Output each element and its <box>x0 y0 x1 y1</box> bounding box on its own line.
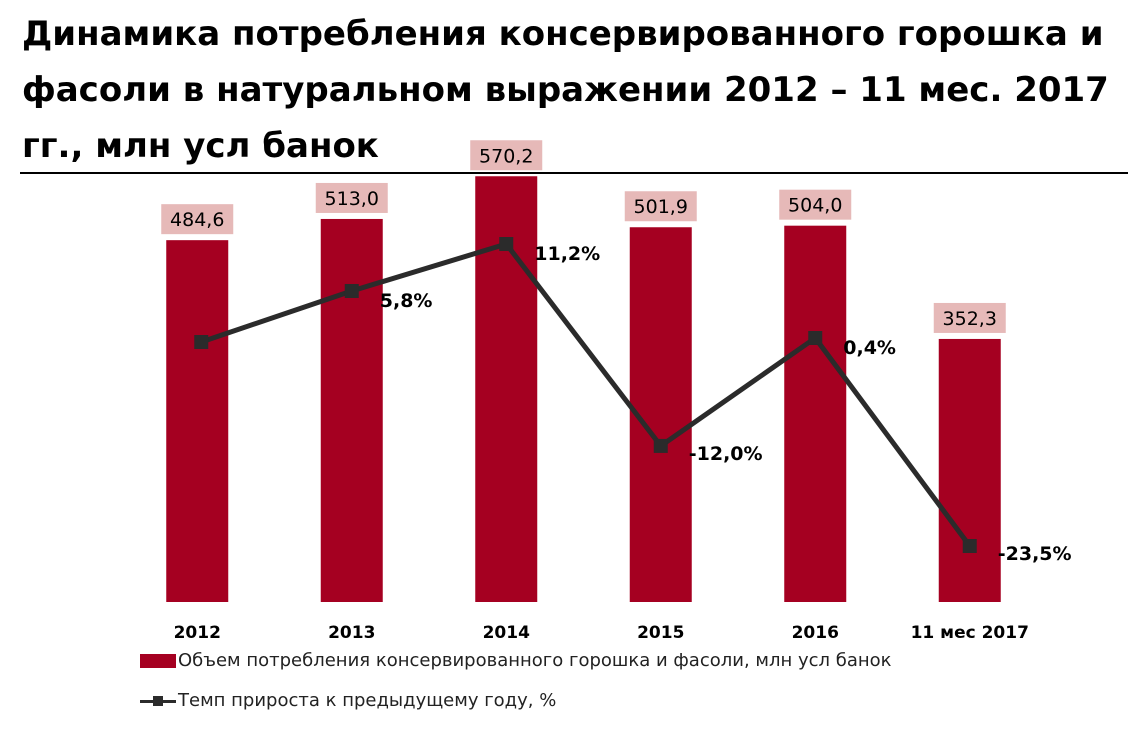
x-tick-label: 2016 <box>792 623 839 643</box>
x-tick-label: 11 мес 2017 <box>911 623 1029 643</box>
growth-marker <box>344 283 359 298</box>
growth-marker <box>962 539 977 553</box>
legend-item-volume: Объем потребления консервированного горо… <box>140 650 1090 671</box>
growth-marker <box>808 330 823 345</box>
bar-2015 <box>629 227 692 603</box>
legend-item-growth: Темп прироста к предыдущему году, % <box>140 690 1090 711</box>
growth-value-label: 5,8% <box>380 290 433 312</box>
x-tick-label: 2014 <box>483 623 530 643</box>
growth-value-label: 0,4% <box>843 337 896 359</box>
chart-title: Динамика потребления консервированного г… <box>22 14 1109 166</box>
value-label-bg <box>779 189 852 220</box>
bar-11-мес-2017 <box>938 338 1001 602</box>
bar-value-label: 501,9 <box>634 196 688 218</box>
bar-2016 <box>784 225 847 602</box>
growth-value-label: -23,5% <box>998 543 1072 565</box>
legend-label-volume: Объем потребления консервированного горо… <box>178 650 892 671</box>
bars-layer <box>166 176 1001 603</box>
value-label-bg <box>161 204 234 235</box>
growth-line-layer <box>194 237 977 553</box>
x-axis: 2012 2013 2014 2015 2016 11 мес 2017 <box>174 623 1029 643</box>
labels-layer: 484,6 513,0 570,2 501,9 504,0 352,3 5,8% 11,2% -… <box>161 140 1072 565</box>
growth-marker <box>499 237 514 251</box>
growth-value-label: -12,0% <box>689 443 763 465</box>
growth-line <box>200 241 972 548</box>
legend-line-swatch <box>140 694 176 708</box>
bar-value-label: 504,0 <box>788 195 842 217</box>
value-label-bg <box>624 191 697 222</box>
legend-bar-swatch <box>140 653 176 668</box>
legend-label-growth: Темп прироста к предыдущему году, % <box>178 690 557 711</box>
bar-value-label: 570,2 <box>479 145 533 167</box>
growth-marker <box>653 438 668 453</box>
value-label-bg <box>315 182 388 213</box>
value-label-bg <box>470 140 543 171</box>
x-tick-label: 2015 <box>637 623 684 643</box>
value-label-bg <box>933 302 1006 333</box>
bar-2013 <box>320 218 383 602</box>
x-tick-label: 2012 <box>174 623 221 643</box>
growth-marker <box>194 335 209 349</box>
bar-2012 <box>166 240 229 602</box>
bar-value-label: 352,3 <box>943 308 997 330</box>
growth-value-label: 11,2% <box>534 243 600 265</box>
bar-value-label: 484,6 <box>170 209 224 231</box>
x-tick-label: 2013 <box>328 623 375 643</box>
title-divider <box>20 172 1128 174</box>
bar-value-label: 513,0 <box>325 188 379 210</box>
